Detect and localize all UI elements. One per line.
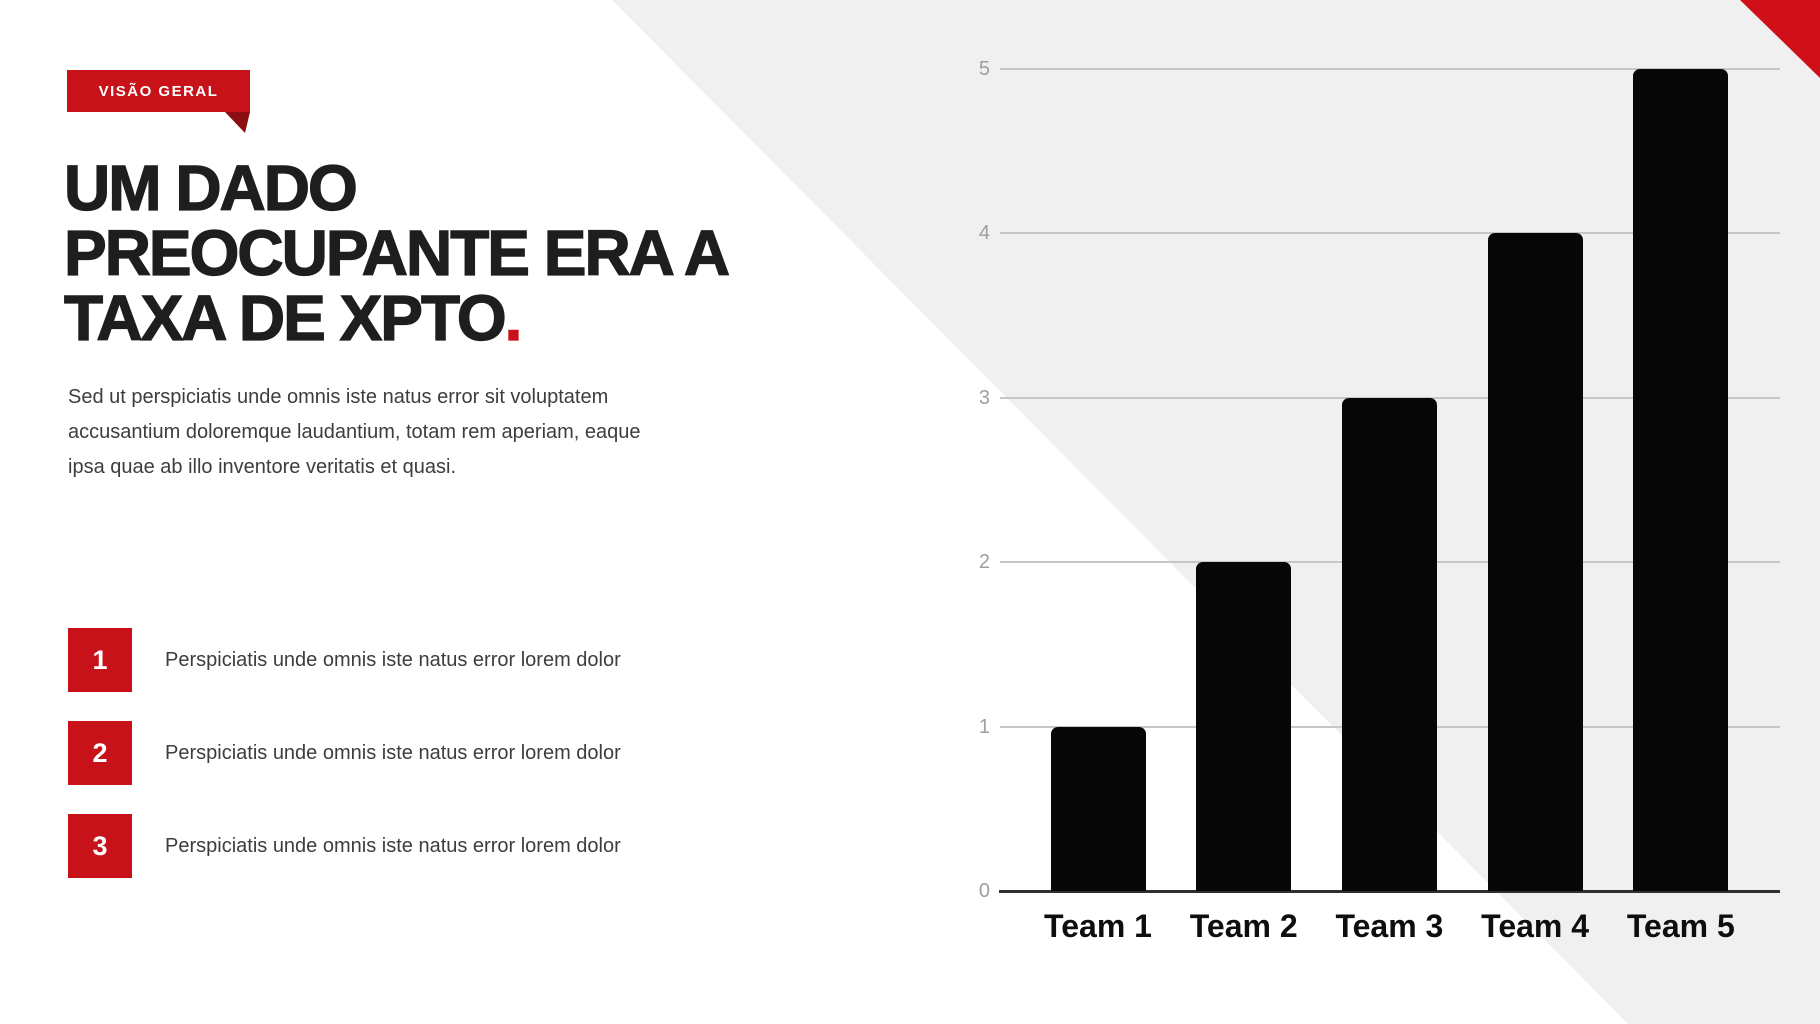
x-axis-label: Team 2	[1189, 908, 1298, 944]
x-axis-label: Team 3	[1335, 908, 1444, 944]
list-item-text: Perspiciatis unde omnis iste natus error…	[165, 741, 621, 764]
gridline	[1000, 232, 1780, 235]
title-line-3: TAXA DE XPTO.	[63, 285, 728, 351]
x-axis-label: Team 5	[1626, 908, 1735, 944]
title-line-1: UM DADO	[63, 152, 358, 224]
kicker-badge: VISÃO GERAL	[67, 70, 250, 112]
y-tick-label: 0	[978, 880, 990, 902]
list-item-number: 2	[92, 737, 108, 768]
title-line-2: PREOCUPANTE ERA A	[63, 217, 730, 289]
list-item-number: 1	[92, 644, 108, 675]
list-item-text: Perspiciatis unde omnis iste natus error…	[165, 834, 621, 857]
y-tick-label: 4	[978, 222, 990, 245]
kicker-label: VISÃO GERAL	[98, 82, 219, 100]
bar	[1487, 233, 1583, 891]
y-tick-label: 3	[978, 386, 990, 409]
y-tick-label: 2	[978, 551, 990, 574]
intro-line-3: ipsa quae ab illo inventore veritatis et…	[68, 456, 457, 478]
list-item-number-badge: 3	[68, 814, 132, 878]
bar	[1341, 397, 1437, 891]
x-axis-line	[999, 889, 1780, 893]
title-accent-period: .	[504, 282, 523, 354]
list-item-text: Perspiciatis unde omnis iste natus error…	[165, 648, 621, 671]
x-axis-label: Team 4	[1481, 908, 1590, 944]
bar	[1633, 69, 1729, 891]
list-item-number-badge: 1	[68, 628, 132, 692]
bar	[1050, 726, 1146, 891]
page-title: UM DADO PREOCUPANTE ERA A TAXA DE XPTO.	[63, 152, 730, 351]
list-item: 1 Perspiciatis unde omnis iste natus err…	[68, 628, 768, 692]
bar	[1196, 562, 1292, 891]
list-item: 3 Perspiciatis unde omnis iste natus err…	[68, 814, 768, 878]
title-line-3-text: TAXA DE XPTO	[63, 282, 507, 354]
intro-line-1: Sed ut perspiciatis unde omnis iste natu…	[68, 386, 609, 408]
intro-paragraph: Sed ut perspiciatis unde omnis iste natu…	[68, 380, 641, 485]
y-tick-label: 5	[978, 58, 990, 80]
intro-line-2: accusantium doloremque laudantium, totam…	[68, 421, 641, 443]
list-item-number-badge: 2	[68, 721, 132, 785]
y-tick-label: 1	[978, 715, 990, 738]
list-item: 2 Perspiciatis unde omnis iste natus err…	[68, 721, 768, 785]
x-axis-label: Team 1	[1044, 908, 1152, 944]
list-item-number: 3	[92, 830, 108, 861]
gridline	[1000, 68, 1780, 70]
